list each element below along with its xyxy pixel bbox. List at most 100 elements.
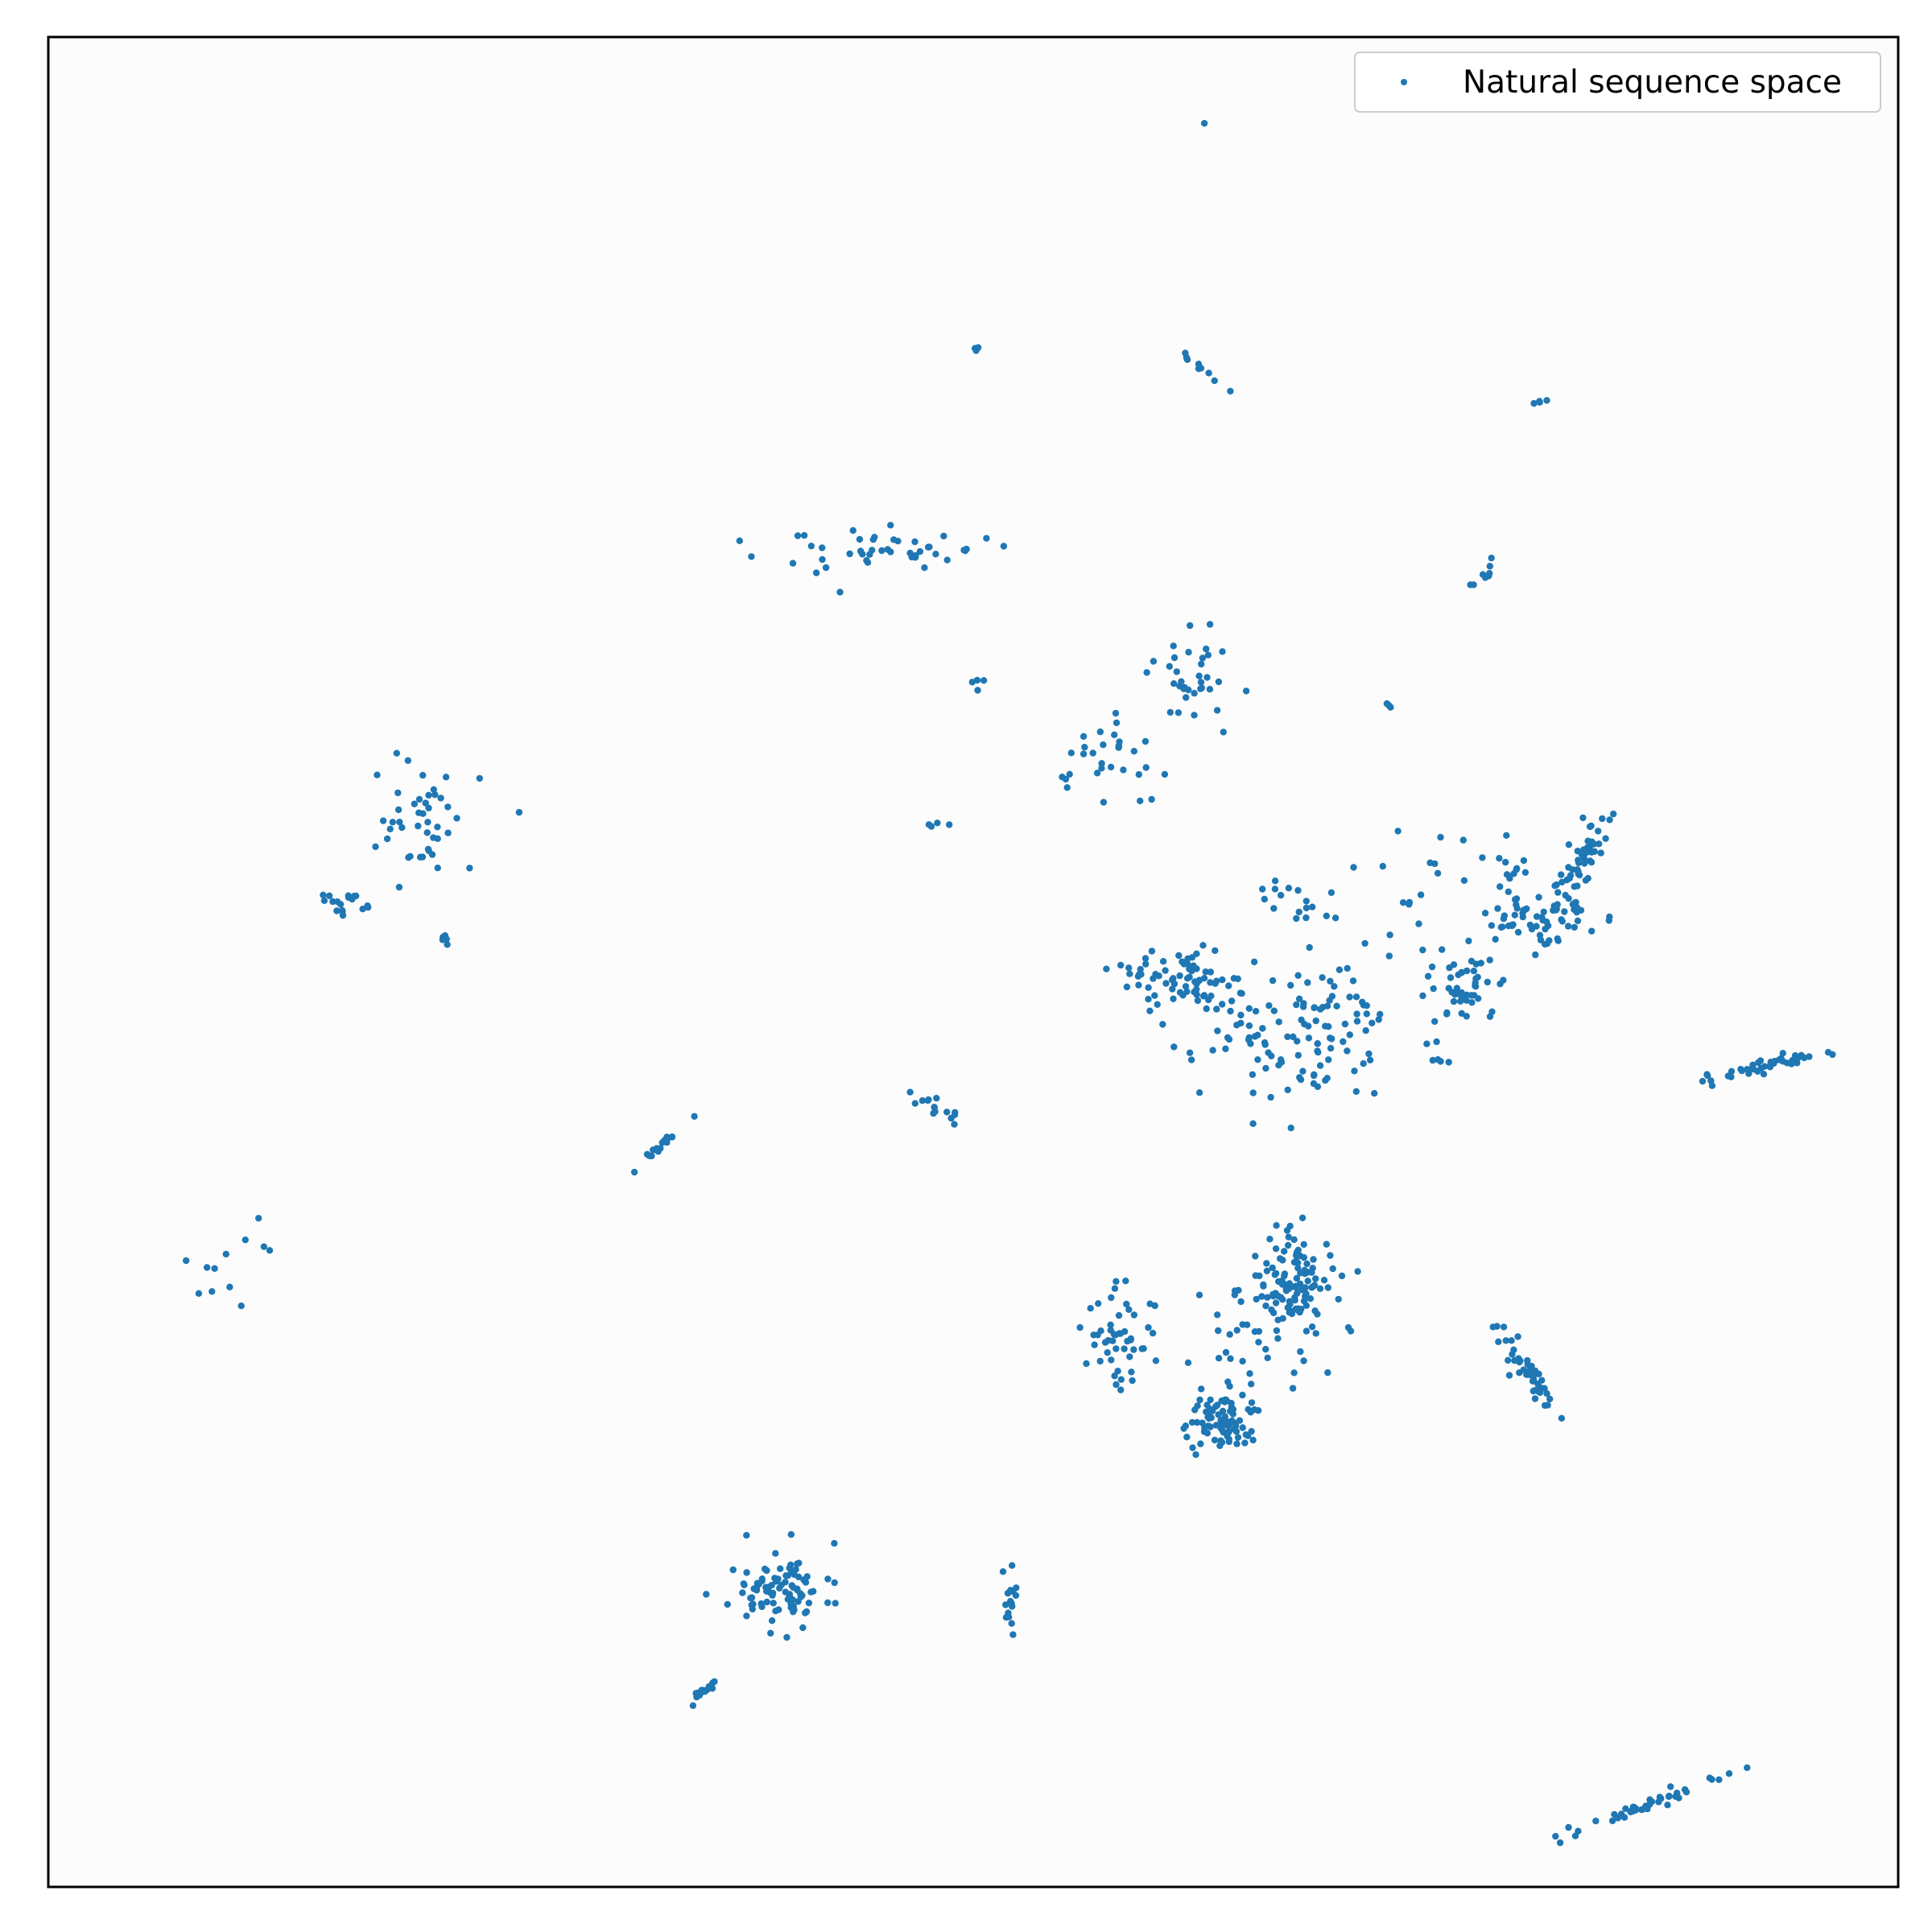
data-point <box>1298 1016 1305 1024</box>
data-point <box>1419 946 1426 954</box>
data-point <box>1009 1631 1017 1638</box>
data-point <box>819 555 826 564</box>
data-point <box>1095 1300 1102 1307</box>
data-point <box>1225 982 1232 989</box>
data-point <box>1237 1011 1245 1019</box>
data-point <box>1363 1010 1371 1018</box>
data-point <box>1116 738 1123 745</box>
data-point <box>1219 648 1226 655</box>
data-point <box>1350 864 1357 871</box>
data-point <box>1622 1805 1629 1812</box>
data-point <box>1173 668 1181 675</box>
data-point <box>1299 1003 1307 1010</box>
data-point <box>887 548 894 555</box>
data-point <box>1009 1603 1016 1610</box>
data-point <box>1140 1345 1147 1352</box>
data-point <box>383 835 391 843</box>
data-point <box>1606 816 1613 824</box>
data-point <box>1265 1049 1272 1056</box>
data-point <box>1569 866 1576 873</box>
axes-background <box>48 37 1898 1887</box>
data-point <box>1829 1051 1836 1059</box>
data-point <box>1233 1022 1241 1029</box>
data-point <box>1459 836 1468 844</box>
data-point <box>1352 1088 1360 1096</box>
data-point <box>1263 1267 1271 1275</box>
data-point <box>1101 1339 1109 1346</box>
data-point <box>1284 1033 1291 1041</box>
data-point <box>1492 935 1499 943</box>
data-point <box>211 1265 218 1273</box>
data-point <box>1277 1278 1284 1286</box>
data-point <box>1470 581 1477 588</box>
data-point <box>320 891 327 899</box>
data-point <box>1493 1323 1501 1330</box>
data-point <box>1591 848 1599 856</box>
data-point <box>736 537 743 544</box>
data-point <box>1013 1584 1020 1591</box>
data-point <box>1109 1337 1117 1344</box>
data-point <box>925 821 933 828</box>
data-point <box>1184 955 1191 963</box>
data-point <box>1108 1356 1115 1364</box>
data-point <box>1290 1369 1298 1377</box>
data-point <box>1494 905 1501 912</box>
data-point <box>1495 1338 1502 1346</box>
data-point <box>1174 709 1183 716</box>
data-point <box>743 1569 750 1576</box>
data-point <box>1239 1357 1246 1365</box>
data-point <box>968 679 976 686</box>
data-point <box>1266 1236 1274 1243</box>
data-point <box>1297 1269 1304 1277</box>
data-point <box>1205 369 1212 377</box>
data-point <box>1188 1418 1196 1426</box>
data-point <box>1445 1059 1452 1066</box>
data-point <box>389 819 396 826</box>
data-point <box>326 892 333 900</box>
data-point <box>1293 1253 1301 1261</box>
data-point <box>1151 1302 1158 1310</box>
data-point <box>919 1097 927 1104</box>
data-point <box>411 800 418 807</box>
data-point <box>805 1600 813 1607</box>
data-point <box>887 522 894 529</box>
data-point <box>1062 775 1070 783</box>
data-point <box>1080 750 1088 758</box>
data-point <box>1170 680 1178 687</box>
data-point <box>1307 1295 1315 1302</box>
data-point <box>630 1168 638 1176</box>
data-point <box>1344 964 1351 972</box>
data-point <box>1197 685 1204 692</box>
data-point <box>1327 889 1335 897</box>
data-point <box>1262 1345 1269 1353</box>
data-point <box>1293 914 1300 923</box>
data-point <box>444 829 452 836</box>
data-point <box>425 791 432 799</box>
data-point <box>1089 749 1096 757</box>
data-point <box>1595 828 1602 835</box>
data-point <box>1130 1311 1138 1319</box>
data-point <box>1002 1601 1009 1608</box>
data-point <box>1274 1335 1282 1342</box>
data-point <box>1524 1356 1531 1364</box>
data-point <box>1453 985 1461 992</box>
data-point <box>810 1587 817 1596</box>
data-point <box>1183 988 1191 996</box>
data-point <box>1463 967 1471 975</box>
data-point <box>1531 1367 1539 1375</box>
data-point <box>1320 1277 1328 1284</box>
data-point <box>398 824 406 832</box>
data-point <box>425 804 432 811</box>
data-point <box>1212 980 1219 988</box>
data-point <box>1779 1058 1786 1065</box>
data-point <box>1191 690 1198 697</box>
data-point <box>1439 946 1446 953</box>
data-point <box>1310 1256 1317 1263</box>
data-point <box>1665 1793 1673 1800</box>
data-point <box>407 852 414 861</box>
data-point <box>1573 909 1580 916</box>
data-point <box>1503 871 1511 878</box>
data-point <box>466 865 473 872</box>
data-point <box>1197 679 1205 686</box>
data-point <box>1475 995 1482 1002</box>
